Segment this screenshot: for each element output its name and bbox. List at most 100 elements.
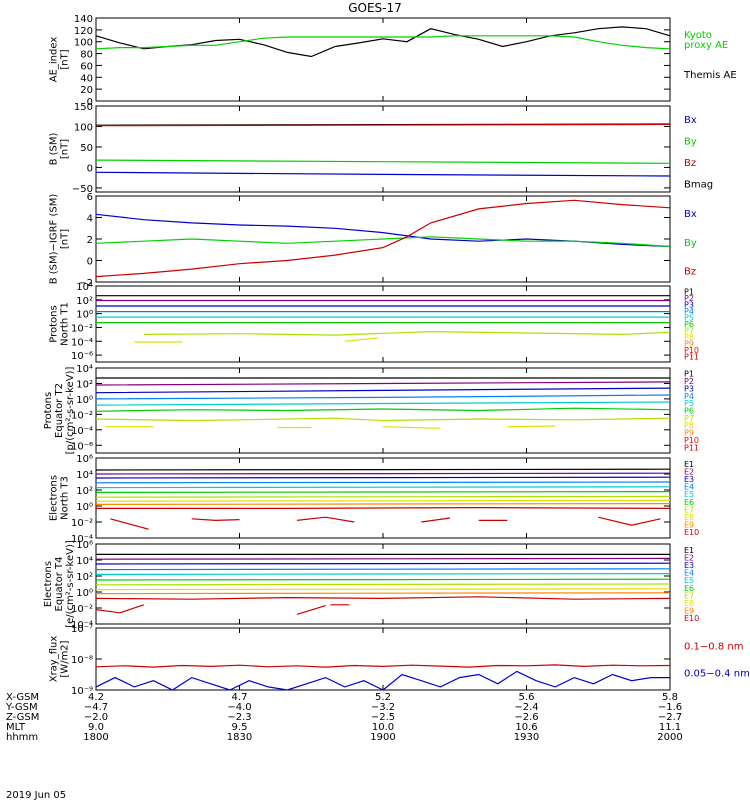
x-tick-label: −1.6 xyxy=(658,702,682,713)
legend-entry: Bx xyxy=(684,209,697,220)
legend-entry: P7 xyxy=(684,414,694,423)
y-axis-label: Equator T2 xyxy=(54,383,65,438)
series-line-8 xyxy=(344,337,379,342)
series-line-5 xyxy=(95,491,671,493)
x-tick-label: −2.4 xyxy=(514,702,538,713)
legend-entry: P6 xyxy=(684,320,694,329)
legend-entry: P1 xyxy=(684,370,694,379)
y-tick-label: 10⁻⁴ xyxy=(71,426,93,437)
x-tick-label: 1830 xyxy=(227,732,252,743)
y-tick-label: 10⁻² xyxy=(71,604,93,615)
legend-entry: E10 xyxy=(684,528,699,537)
x-tick-label: 10.6 xyxy=(515,722,537,733)
panel-frame xyxy=(95,105,671,193)
series-line-6 xyxy=(143,330,671,336)
x-tick-label: −2.7 xyxy=(658,712,682,723)
y-axis-label: AE_index xyxy=(49,37,60,83)
series-line-10 xyxy=(110,518,149,530)
legend-entry: P6 xyxy=(684,407,694,416)
y-axis-label: [nT] xyxy=(60,49,71,69)
series-line-1 xyxy=(95,670,670,691)
y-tick-label: 100 xyxy=(74,122,93,133)
legend-entry: E3 xyxy=(684,475,694,484)
x-tick-label: −3.2 xyxy=(371,702,395,713)
legend-entry: P11 xyxy=(684,353,699,362)
x-tick-label: 2000 xyxy=(657,732,682,743)
x-tick-label: −2.5 xyxy=(371,712,395,723)
y-axis-label: [nT] xyxy=(60,139,71,159)
legend-entry: P9 xyxy=(684,340,694,349)
legend-entry: P10 xyxy=(684,436,699,445)
y-tick-label: 0 xyxy=(87,257,93,268)
legend-entry: P4 xyxy=(684,307,694,316)
y-axis-label: Protons xyxy=(49,305,60,342)
y-tick-label: 10⁻⁷ xyxy=(71,624,93,635)
panel-xray: 10⁻⁹ 10⁻⁸ 10⁻⁷ Xray_flux [W/m2] 0.1−0.8 nm 0.0… xyxy=(49,624,750,697)
series-line-13 xyxy=(421,517,451,523)
legend-entry: E9 xyxy=(684,521,694,530)
y-tick-label: 150 xyxy=(74,102,93,113)
legend-entry: 0.1−0.8 nm xyxy=(684,641,743,652)
x-tick-label: 5.8 xyxy=(662,692,678,703)
y-tick-label: 10⁻⁹ xyxy=(71,686,93,697)
series-line-8 xyxy=(95,503,671,505)
series-line-3 xyxy=(95,568,671,571)
legend-entry: E8 xyxy=(684,599,694,608)
legend-entry: Bx xyxy=(684,115,697,126)
legend-entry: Bmag xyxy=(684,179,713,190)
x-tick-label: 4.2 xyxy=(88,692,104,703)
series-line-6 xyxy=(95,583,671,586)
y-tick-label: 10⁴ xyxy=(76,556,93,567)
x-tick-label: 9.0 xyxy=(88,722,104,733)
y-tick-label: 10⁻² xyxy=(71,518,93,529)
series-line-5 xyxy=(95,578,671,581)
x-tick-label: 1900 xyxy=(370,732,395,743)
panel-bsm: −50 0 50 100 150 B (SM) [nT] Bx By Bz Bmag xyxy=(49,102,714,195)
plot-date: 2019 Jun 05 xyxy=(6,790,66,800)
legend-entry: E1 xyxy=(684,460,694,469)
legend-entry: E8 xyxy=(684,513,694,522)
series-line-4 xyxy=(95,572,671,576)
series-line-11 xyxy=(296,605,326,615)
y-axis-label: [W/m2] xyxy=(60,640,71,677)
y-tick-label: 10⁰ xyxy=(76,502,93,513)
legend-entry: E3 xyxy=(684,561,694,570)
y-axis-label: B (SM)−IGRF (SM) xyxy=(49,194,60,285)
legend-entry: E9 xyxy=(684,607,694,616)
x-tick-label: 9.5 xyxy=(232,722,248,733)
legend-entry: P8 xyxy=(684,421,694,430)
series-line-9 xyxy=(96,507,671,509)
y-tick-label: 10⁶ xyxy=(76,540,93,551)
series-line-8 xyxy=(95,592,671,595)
legend-entry: E7 xyxy=(684,505,694,514)
plot-title: GOES-17 xyxy=(348,1,402,15)
panel-frame xyxy=(95,285,671,363)
legend-entry: P3 xyxy=(684,300,694,309)
legend-entry: P11 xyxy=(684,443,699,452)
panel-protons-equator: 10⁻⁶ 10⁻⁴ 10⁻² 10⁰ 10² 10⁴ Protons Equator T2 [p… xyxy=(43,364,699,454)
series-line-4 xyxy=(95,401,671,406)
y-tick-label: 10² xyxy=(76,572,93,583)
y-tick-label: 10⁻⁶ xyxy=(71,441,93,452)
legend-entry: By xyxy=(684,136,697,147)
series-line-2 xyxy=(95,387,671,394)
panel-protons-north: 10⁻⁶ 10⁻⁴ 10⁻² 10⁰ 10² 10⁴ Protons North T1 P1P2… xyxy=(49,282,699,363)
y-tick-label: 10⁻⁴ xyxy=(71,620,93,631)
x-row-label: MLT xyxy=(6,722,26,733)
y-tick-label: 10⁰ xyxy=(76,395,93,406)
x-tick-label: −2.0 xyxy=(84,712,108,723)
y-tick-label: 10⁻² xyxy=(71,410,93,421)
x-tick-label: 4.7 xyxy=(232,692,248,703)
series-line-1 xyxy=(95,35,671,50)
legend-entry: E6 xyxy=(684,498,694,507)
y-tick-label: 40 xyxy=(80,73,93,84)
y-axis-label: [e/(cm²-s-sr-keV)] xyxy=(65,540,76,628)
y-axis-label: North T3 xyxy=(60,476,71,520)
y-axis-label: Protons xyxy=(43,392,54,429)
y-tick-label: 10² xyxy=(76,296,93,307)
legend-entry: P1 xyxy=(684,287,694,296)
y-axis-label: B (SM) xyxy=(49,132,60,165)
series-line-1 xyxy=(95,472,671,475)
series-line-11 xyxy=(191,518,240,522)
